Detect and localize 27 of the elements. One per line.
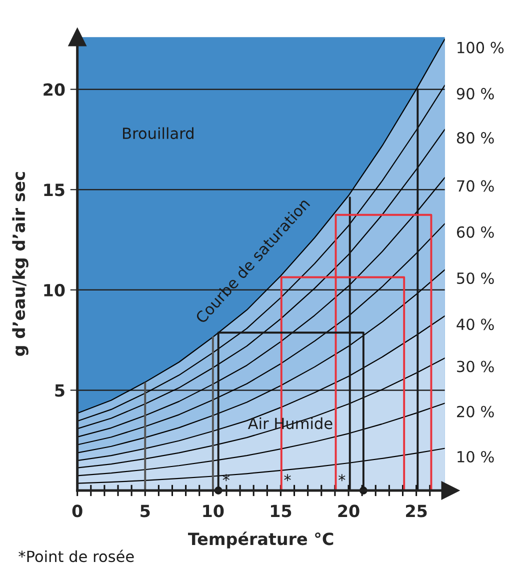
x-tick-label: 15 [271,504,292,518]
y-tick-label: 5 [55,384,64,397]
x-tick-label: 10 [203,504,224,518]
series-label: 30 % [457,360,494,372]
annotation: * [284,474,291,482]
text: *Point de rosée [18,550,134,562]
annotation: * [222,474,230,482]
series-label: 20 % [457,406,494,418]
annotation: Brouillard [123,127,194,140]
x-axis-title: Température °C [188,532,334,548]
series-label: 90 % [456,88,494,100]
x-tick-label: 5 [140,504,150,518]
y-axis-title: g d’eau/kg d’air sec [12,172,28,356]
x-tick-label: 20 [338,504,360,518]
series-label: 80 % [456,132,494,144]
series-label: 60 % [456,226,494,238]
annotation: * [338,474,346,482]
y-tick-label: 10 [44,284,65,296]
y-tick-label: 15 [44,184,64,196]
x-tick-label: 0 [72,504,82,518]
series-label: 50 % [457,272,494,284]
series-label: 10 % [458,450,494,463]
series-label: 70 % [457,180,494,192]
series-label: 100 % [458,42,504,54]
series-label: 40 % [456,318,494,330]
x-tick-label: 25 [406,504,427,518]
y-tick-label: 20 [44,83,65,96]
